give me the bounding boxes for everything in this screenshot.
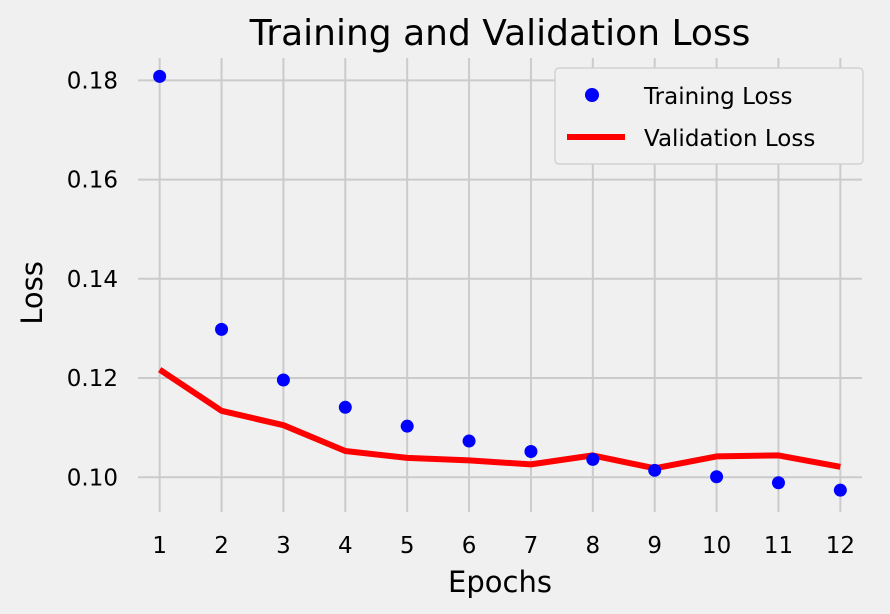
chart-title: Training and Validation Loss — [249, 13, 751, 54]
training-loss-point — [710, 470, 724, 484]
legend-box — [554, 67, 864, 165]
training-loss-point — [771, 476, 785, 490]
x-tick-label: 9 — [647, 533, 662, 559]
y-axis-label: Loss — [15, 261, 49, 325]
x-tick-label: 5 — [400, 533, 415, 559]
legend-label-training: Training Loss — [643, 84, 793, 110]
x-tick-label: 11 — [764, 533, 793, 559]
training-loss-point — [462, 434, 476, 448]
y-tick-label: 0.10 — [67, 465, 118, 491]
x-tick-label: 8 — [586, 533, 601, 559]
x-tick-label: 3 — [276, 533, 291, 559]
y-tick-label: 0.18 — [67, 68, 118, 94]
series — [153, 69, 847, 497]
legend-label-validation: Validation Loss — [644, 126, 815, 152]
training-loss-point — [586, 452, 600, 466]
x-tick-label: 4 — [338, 533, 353, 559]
legend-marker-training — [585, 88, 599, 102]
x-tick-label: 6 — [462, 533, 477, 559]
training-loss-point — [400, 419, 414, 433]
y-tick-label: 0.16 — [67, 168, 118, 194]
training-loss-point — [215, 322, 229, 336]
x-tick-label: 7 — [524, 533, 539, 559]
y-tick-label: 0.14 — [67, 267, 118, 293]
axes: 1 2 3 4 5 6 7 8 9 10 11 120.100.120.140.160.18 — [67, 68, 855, 559]
x-tick-label: 12 — [826, 533, 855, 559]
training-loss-point — [524, 444, 538, 458]
training-loss-point — [276, 373, 290, 387]
training-loss-point — [153, 69, 167, 83]
x-tick-label: 10 — [702, 533, 731, 559]
training-loss-point — [338, 400, 352, 414]
legend: Training Loss Validation Loss — [554, 67, 864, 165]
training-loss-point — [833, 483, 847, 497]
x-axis-label: Epochs — [448, 565, 552, 599]
x-tick-label: 2 — [214, 533, 229, 559]
y-tick-label: 0.12 — [67, 366, 118, 392]
training-loss-point — [648, 463, 662, 477]
validation-loss-line — [158, 367, 841, 472]
x-tick-label: 1 — [152, 533, 167, 559]
